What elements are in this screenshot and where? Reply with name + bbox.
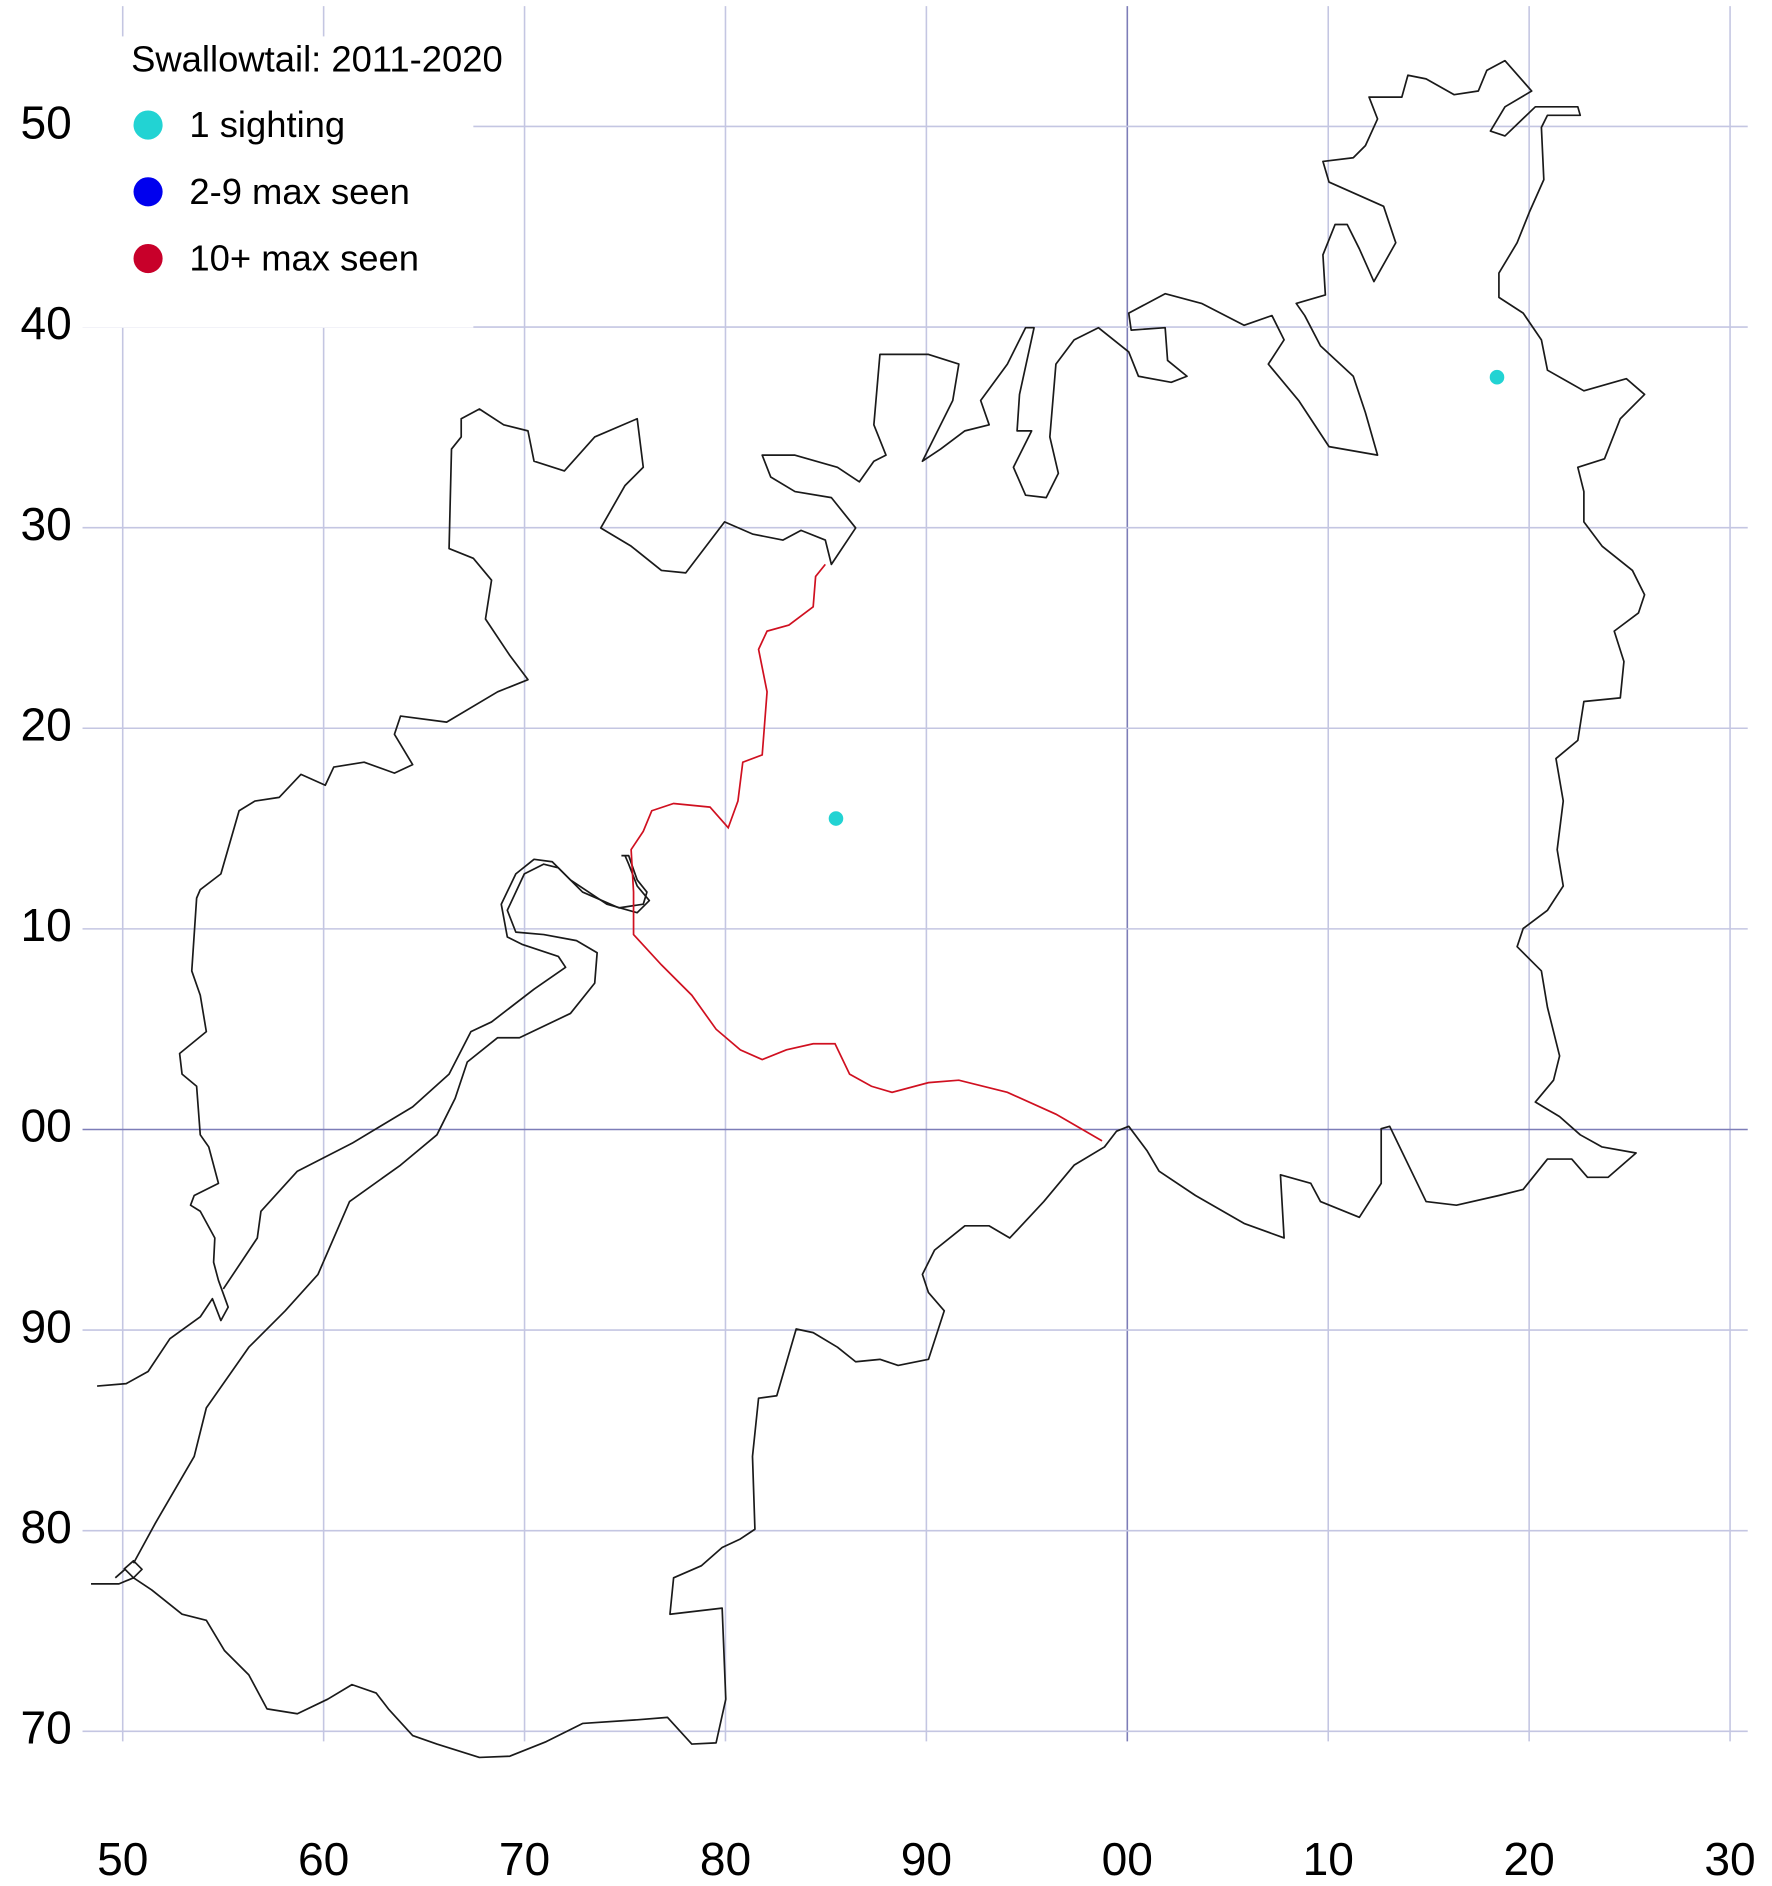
legend: 1 sighting 2-9 max seen 10+ max seen bbox=[133, 104, 419, 279]
x-tick-label: 10 bbox=[1303, 1833, 1354, 1885]
district-boundary bbox=[630, 563, 1103, 1142]
y-tick-label: 20 bbox=[20, 698, 71, 750]
y-tick-label: 70 bbox=[20, 1701, 71, 1753]
x-tick-label: 20 bbox=[1503, 1833, 1554, 1885]
legend-title: Swallowtail: 2011-2020 bbox=[131, 39, 503, 80]
river-mouth bbox=[114, 1559, 143, 1579]
y-tick-label: 10 bbox=[20, 899, 71, 951]
legend-label: 2-9 max seen bbox=[189, 171, 410, 212]
x-tick-label: 80 bbox=[700, 1833, 751, 1885]
river-bank bbox=[222, 855, 651, 1290]
x-tick-label: 60 bbox=[298, 1833, 349, 1885]
x-tick-label: 50 bbox=[97, 1833, 148, 1885]
points bbox=[828, 369, 1505, 826]
county-boundary bbox=[91, 59, 1646, 1759]
sighting-point bbox=[828, 811, 844, 826]
y-tick-label: 30 bbox=[20, 498, 71, 550]
y-tick-label: 90 bbox=[20, 1300, 71, 1352]
river-bank bbox=[132, 854, 648, 1564]
x-tick-label: 70 bbox=[499, 1833, 550, 1885]
legend-label: 10+ max seen bbox=[189, 238, 419, 279]
map-body: Swallowtail: 2011-2020 1 sighting 2-9 max… bbox=[0, 6, 1756, 1885]
legend-label: 1 sighting bbox=[189, 104, 345, 145]
x-tick-label: 00 bbox=[1102, 1833, 1153, 1885]
legend-swatch bbox=[133, 110, 163, 140]
legend-background bbox=[0, 36, 474, 328]
y-tick-label: 50 bbox=[20, 97, 71, 149]
x-tick-label: 90 bbox=[901, 1833, 952, 1885]
sighting-point bbox=[1489, 369, 1505, 385]
grid bbox=[82, 6, 1748, 1742]
legend-swatch bbox=[133, 177, 163, 207]
legend-swatch bbox=[133, 243, 163, 274]
x-tick-label: 30 bbox=[1704, 1833, 1755, 1885]
y-tick-label: 00 bbox=[20, 1100, 71, 1152]
y-tick-label: 80 bbox=[20, 1501, 71, 1553]
y-tick-label: 40 bbox=[20, 297, 71, 349]
outlines bbox=[91, 59, 1646, 1759]
